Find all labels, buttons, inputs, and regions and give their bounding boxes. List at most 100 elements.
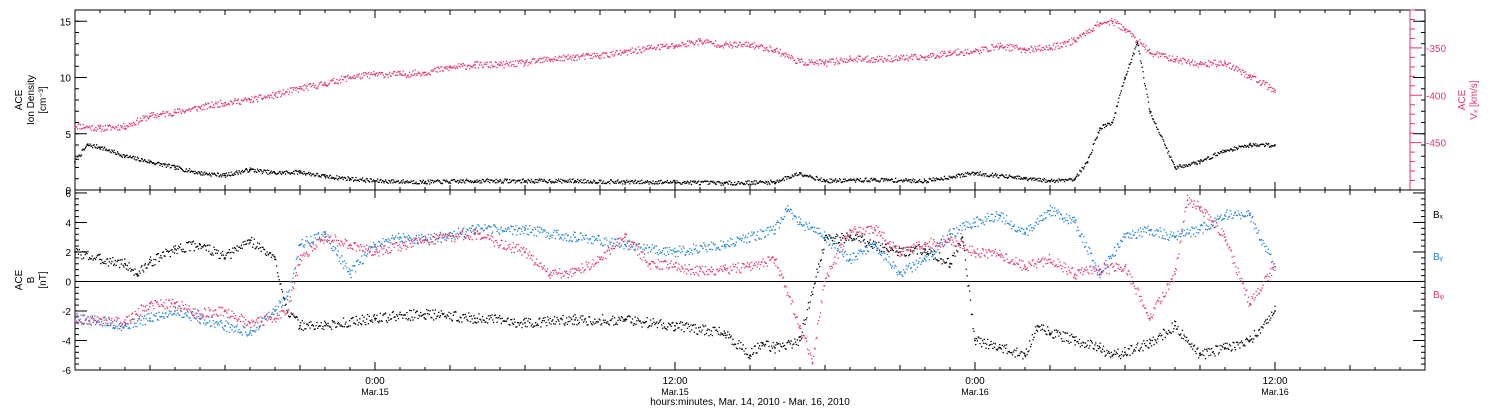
field-series-0-point [274,258,276,261]
field-series-0-point [1224,346,1226,349]
left-tick-label: 4 [65,218,71,229]
field-series-2-point [574,271,576,274]
field-series-2-point [924,243,926,246]
speed-series-point [824,62,826,64]
field-series-2-point [1199,206,1201,209]
density-axis-label: [cm⁻³] [38,86,49,114]
field-series-2-point [1249,302,1251,305]
field-series-1-point [299,243,301,246]
x-axis-title: hours:minutes, Mar. 14, 2010 - Mar. 16, … [650,397,850,408]
density-series-point [1224,149,1226,152]
speed-series-point [599,54,601,57]
field-series-1-point [999,214,1001,216]
left-tick-label: 15 [60,17,72,28]
field-series-2-point [799,324,801,327]
density-series-point [1199,160,1201,163]
left-tick-label: 0 [65,186,71,197]
speed-series-point [649,46,651,49]
field-series-0-point [1274,310,1276,312]
field-series-2-point [374,251,376,253]
field-series-1-point [824,236,826,239]
speed-series-point [624,51,626,54]
field-series-2-point [1224,236,1226,239]
field-series-2-point [599,258,601,261]
density-series-point [1024,177,1026,180]
density-series-point [1149,110,1151,113]
field-series-0 [74,236,1276,357]
field-axis-label: [nT] [38,271,49,288]
field-series-1-point [724,243,726,246]
field-series-1-point [949,233,951,236]
field-series-1-point [1124,236,1126,239]
speed-series-point [524,62,526,64]
density-series-point [249,168,251,171]
speed-axis-label: Vₓ [km/s] [1469,80,1480,120]
field-series-1-point [574,236,576,239]
field-series-0-point [974,339,976,342]
speed-series-point [174,111,176,114]
density-series-point [824,180,826,182]
field-series-2-point [424,239,426,242]
speed-series-point [399,73,401,76]
density-series-point [874,178,876,181]
field-series-2-point [274,317,276,320]
field-series-0-point [1124,351,1126,354]
density-series-point [149,160,151,163]
field-series-0-point [99,258,101,261]
density-series-point [974,172,976,175]
field-series-1-point [1024,233,1026,236]
field-series-2-point [724,268,726,271]
density-series-point [174,166,176,169]
density-series-point [299,171,301,173]
speed-tick-label: -450 [1426,139,1446,150]
field-series-1-point [1174,236,1176,239]
field-series-2-point [774,258,776,261]
field-series-1-point [874,243,876,246]
speed-series-point [1099,22,1101,25]
speed-series-point [1074,39,1076,42]
speed-series-point [224,101,226,104]
speed-series-point [299,87,301,90]
speed-series-point [499,64,501,66]
speed-series-point [1224,62,1226,64]
field-series-2-point [224,310,226,312]
time-tick-label: 0:00 [965,376,985,387]
field-series-2-point [1274,265,1276,268]
field-series-1 [74,209,1276,335]
field-series-2-point [649,262,651,265]
field-series-1-point [1074,221,1076,224]
field-series-2-point [174,302,176,305]
speed-series-point [1024,48,1026,51]
speed-series-point [449,66,451,69]
field-series-2-point [549,273,551,275]
density-series-point [774,181,776,184]
density-series-point [424,181,426,184]
field-series-1-point [924,258,926,261]
field-series-0-point [1174,324,1176,327]
field-series-0-point [961,236,964,239]
field-series-0-point [74,251,76,253]
field-series-0-point [999,346,1001,349]
speed-series-point [774,48,776,51]
density-scatter [74,42,1276,186]
field-series-0-point [1199,354,1201,357]
field-series-0-point [124,262,126,265]
left-tick-label: -4 [62,336,71,347]
field-series-2-point [1174,273,1176,275]
time-tick-label: 12:00 [1262,376,1287,387]
field-series-2-point [124,321,126,324]
field-series-2-point [149,302,151,305]
panel2-frame [74,189,1426,371]
field-series-1-point [786,209,789,212]
speed-series-point [99,127,101,130]
density-series-point [74,160,76,163]
speed-series-point [349,76,351,79]
field-series-2-point [74,317,76,320]
speed-series-point [699,40,701,43]
speed-series-point [549,58,551,61]
field-series-0-point [299,324,301,327]
density-series-point [524,180,526,182]
field-series-0-point [1036,324,1039,327]
field-series-2-point [1149,317,1151,320]
field-series-0-point [374,317,376,320]
